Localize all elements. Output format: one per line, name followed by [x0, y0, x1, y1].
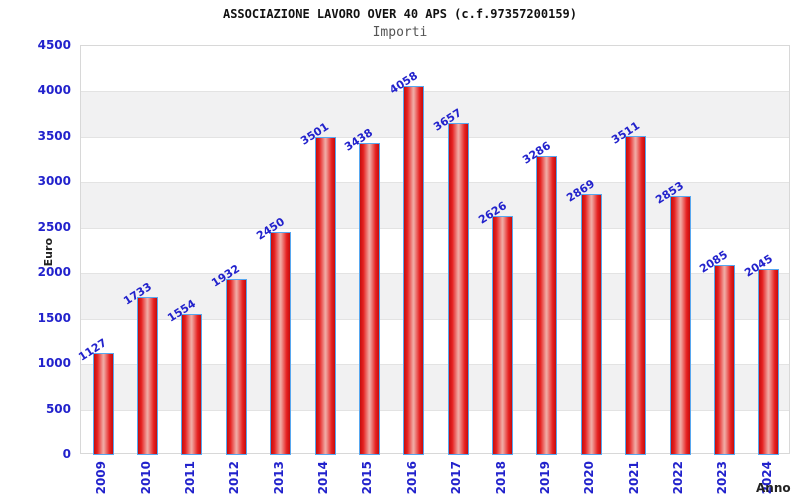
- gridline: [81, 227, 789, 229]
- bar-2023: [713, 265, 735, 455]
- y-tick-label: 500: [45, 401, 71, 416]
- bar-2024: [758, 269, 780, 455]
- x-tick-label: 2012: [227, 461, 242, 495]
- bar-2019: [536, 156, 558, 455]
- y-tick-label: 1000: [37, 356, 71, 371]
- bar-2020: [580, 194, 602, 455]
- x-tick-label: 2014: [316, 461, 331, 495]
- bar-2018: [492, 216, 514, 455]
- x-tick-label: 2010: [138, 461, 153, 495]
- bar-2016: [403, 86, 425, 455]
- x-tick-label: 2011: [182, 461, 197, 495]
- bar-2022: [669, 195, 691, 455]
- chart-subtitle: Importi: [372, 25, 428, 40]
- gridline: [81, 182, 789, 184]
- bar-2013: [270, 232, 292, 455]
- x-tick-label: 2020: [582, 461, 597, 495]
- bar-2015: [358, 142, 380, 455]
- bar-2021: [625, 135, 647, 455]
- x-tick-label: 2016: [404, 461, 419, 495]
- grid-band: [81, 91, 789, 137]
- x-tick-label: 2022: [671, 461, 686, 495]
- bar-2010: [137, 297, 159, 455]
- bar-2012: [225, 279, 247, 455]
- x-tick-label: 2019: [537, 461, 552, 495]
- x-tick-label: 2021: [626, 461, 641, 495]
- y-tick-label: 4500: [37, 38, 71, 52]
- plot-area: [80, 45, 790, 455]
- gridline: [81, 273, 789, 275]
- gridline: [81, 91, 789, 93]
- y-axis-label: Euro: [42, 238, 55, 267]
- bar-2009: [92, 352, 114, 455]
- y-tick-label: 0: [62, 447, 71, 461]
- y-tick-label: 2000: [37, 265, 71, 280]
- gridline: [81, 364, 789, 366]
- x-tick-label: 2023: [715, 461, 730, 495]
- chart-title: ASSOCIAZIONE LAVORO OVER 40 APS (c.f.973…: [222, 7, 577, 21]
- bar-2014: [314, 136, 336, 455]
- y-tick-label: 2500: [37, 219, 71, 234]
- x-tick-label: 2017: [449, 461, 464, 495]
- y-tick-label: 3500: [37, 128, 71, 143]
- x-tick-label: 2018: [493, 461, 508, 495]
- y-tick-label: 3000: [37, 174, 71, 189]
- x-tick-label: 2009: [94, 461, 109, 495]
- bar-2011: [181, 313, 203, 455]
- x-tick-label: 2015: [360, 461, 375, 495]
- bar-2017: [447, 122, 469, 455]
- gridline: [81, 136, 789, 138]
- x-tick-label: 2013: [271, 461, 286, 495]
- y-tick-label: 4000: [37, 83, 71, 98]
- y-tick-label: 1500: [37, 310, 71, 325]
- x-axis-label: Anno: [756, 481, 791, 495]
- gridline: [81, 318, 789, 320]
- gridline: [81, 409, 789, 411]
